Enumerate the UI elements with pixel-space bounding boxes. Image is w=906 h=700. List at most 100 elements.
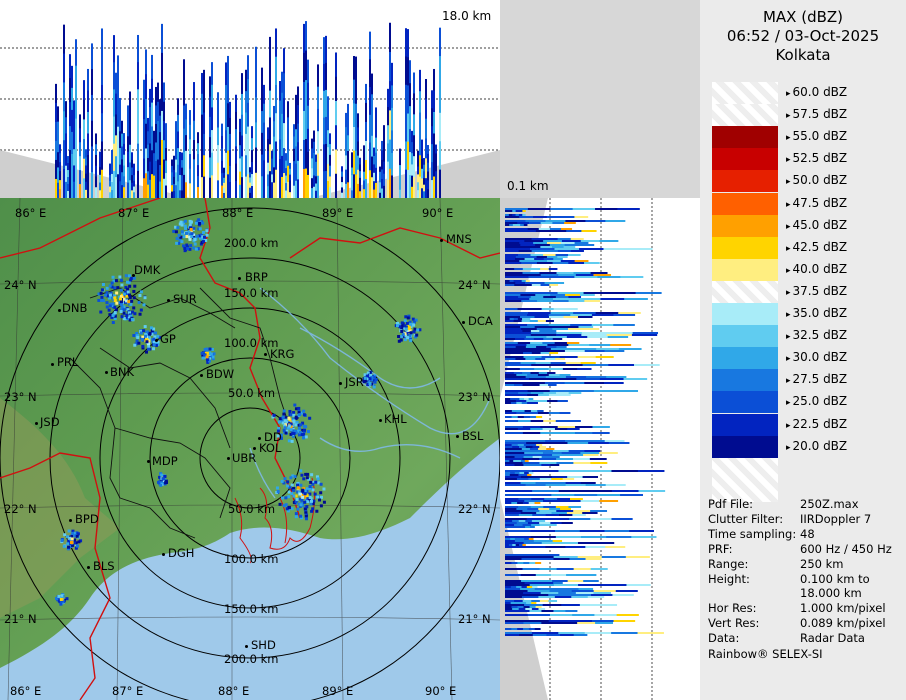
echo-cell bbox=[513, 372, 523, 374]
echo-cell bbox=[398, 325, 402, 329]
echo-cell bbox=[147, 171, 149, 186]
echo-cell bbox=[505, 368, 520, 370]
echo-cell bbox=[550, 348, 574, 350]
echo-cell bbox=[149, 107, 151, 126]
echo-cell bbox=[189, 244, 193, 248]
echo-cell bbox=[383, 149, 385, 163]
legend-swatch bbox=[712, 148, 778, 171]
echo-cell bbox=[175, 241, 179, 245]
echo-cell bbox=[273, 182, 275, 198]
echo-cell bbox=[138, 294, 142, 298]
echo-cell bbox=[582, 580, 599, 582]
echo-cell bbox=[302, 487, 306, 491]
echo-cell bbox=[537, 508, 550, 510]
echo-cell bbox=[594, 208, 618, 210]
lon-label-bottom: 87° E bbox=[112, 684, 144, 698]
echo-cell bbox=[530, 254, 544, 256]
echo-cell bbox=[302, 409, 306, 413]
echo-cell bbox=[550, 494, 575, 496]
echo-cell bbox=[528, 472, 534, 474]
echo-cell bbox=[561, 500, 581, 502]
echo-cell bbox=[303, 81, 305, 112]
echo-cell bbox=[373, 172, 375, 182]
echo-cell bbox=[598, 500, 619, 502]
echo-cell bbox=[591, 620, 614, 622]
radar-map[interactable]: 86° E 87° E 88° E 89° E 90° E 86° E 87° … bbox=[0, 198, 500, 700]
echo-cell bbox=[294, 515, 298, 519]
echo-cell bbox=[353, 126, 355, 152]
echo-cell bbox=[509, 318, 514, 320]
echo-cell bbox=[209, 177, 211, 198]
echo-cell bbox=[283, 148, 285, 174]
echo-cell bbox=[515, 256, 527, 258]
echo-cell bbox=[285, 190, 287, 198]
echo-cell bbox=[505, 562, 512, 564]
echo-cell bbox=[505, 458, 523, 460]
echo-cell bbox=[335, 149, 337, 175]
echo-cell bbox=[433, 68, 435, 91]
echo-cell bbox=[423, 191, 425, 198]
echo-cell bbox=[519, 526, 526, 528]
echo-cell bbox=[511, 444, 518, 446]
echo-cell bbox=[391, 152, 393, 176]
echo-cell bbox=[580, 500, 600, 502]
echo-cell bbox=[505, 268, 515, 270]
echo-cell bbox=[329, 165, 331, 177]
echo-cell bbox=[555, 346, 567, 348]
echo-cell bbox=[59, 602, 63, 606]
echo-cell bbox=[588, 344, 611, 346]
echo-cell bbox=[182, 235, 186, 239]
echo-cell bbox=[505, 426, 523, 428]
echo-cell bbox=[315, 154, 317, 163]
echo-cell bbox=[551, 512, 567, 514]
echo-cell bbox=[602, 248, 628, 250]
echo-cell bbox=[110, 281, 114, 285]
echo-cell bbox=[565, 376, 587, 378]
echo-cell bbox=[55, 178, 57, 198]
echo-cell bbox=[79, 128, 81, 143]
echo-cell bbox=[553, 308, 566, 310]
echo-cell bbox=[383, 161, 385, 175]
echo-cell bbox=[545, 634, 561, 636]
echo-cell bbox=[70, 534, 74, 538]
echo-cell bbox=[618, 348, 642, 350]
echo-cell bbox=[557, 426, 576, 428]
echo-cell bbox=[403, 338, 407, 342]
echo-cell bbox=[291, 431, 295, 435]
echo-cell bbox=[419, 69, 421, 92]
echo-cell bbox=[183, 249, 187, 253]
echo-cell bbox=[407, 113, 409, 143]
echo-cell bbox=[57, 106, 59, 123]
echo-cell bbox=[310, 509, 314, 513]
echo-cell bbox=[516, 222, 529, 224]
echo-cell bbox=[363, 373, 367, 377]
echo-cell bbox=[329, 144, 331, 156]
echo-cell bbox=[596, 276, 621, 278]
echo-cell bbox=[105, 286, 109, 290]
echo-cell bbox=[530, 536, 556, 538]
echo-cell bbox=[63, 533, 67, 537]
echo-cell bbox=[163, 159, 165, 180]
echo-cell bbox=[291, 434, 295, 438]
echo-cell bbox=[560, 228, 573, 230]
echo-cell bbox=[411, 175, 413, 188]
echo-cell bbox=[505, 622, 524, 624]
echo-cell bbox=[505, 376, 526, 378]
echo-cell bbox=[563, 326, 579, 328]
echo-cell bbox=[112, 294, 116, 298]
echo-cell bbox=[139, 290, 143, 294]
echo-cell bbox=[301, 495, 305, 499]
echo-cell bbox=[67, 191, 69, 198]
echo-cell bbox=[153, 164, 155, 177]
echo-cell bbox=[194, 221, 198, 225]
echo-cell bbox=[303, 494, 307, 498]
echo-cell bbox=[537, 558, 554, 560]
echo-cell bbox=[574, 426, 593, 428]
lat-label-right: 22° N bbox=[458, 502, 491, 516]
echo-cell bbox=[571, 614, 595, 616]
echo-cell bbox=[151, 174, 153, 198]
echo-cell bbox=[137, 170, 139, 198]
echo-cell bbox=[111, 157, 113, 167]
echo-cell bbox=[197, 218, 201, 222]
echo-cell bbox=[575, 274, 594, 276]
